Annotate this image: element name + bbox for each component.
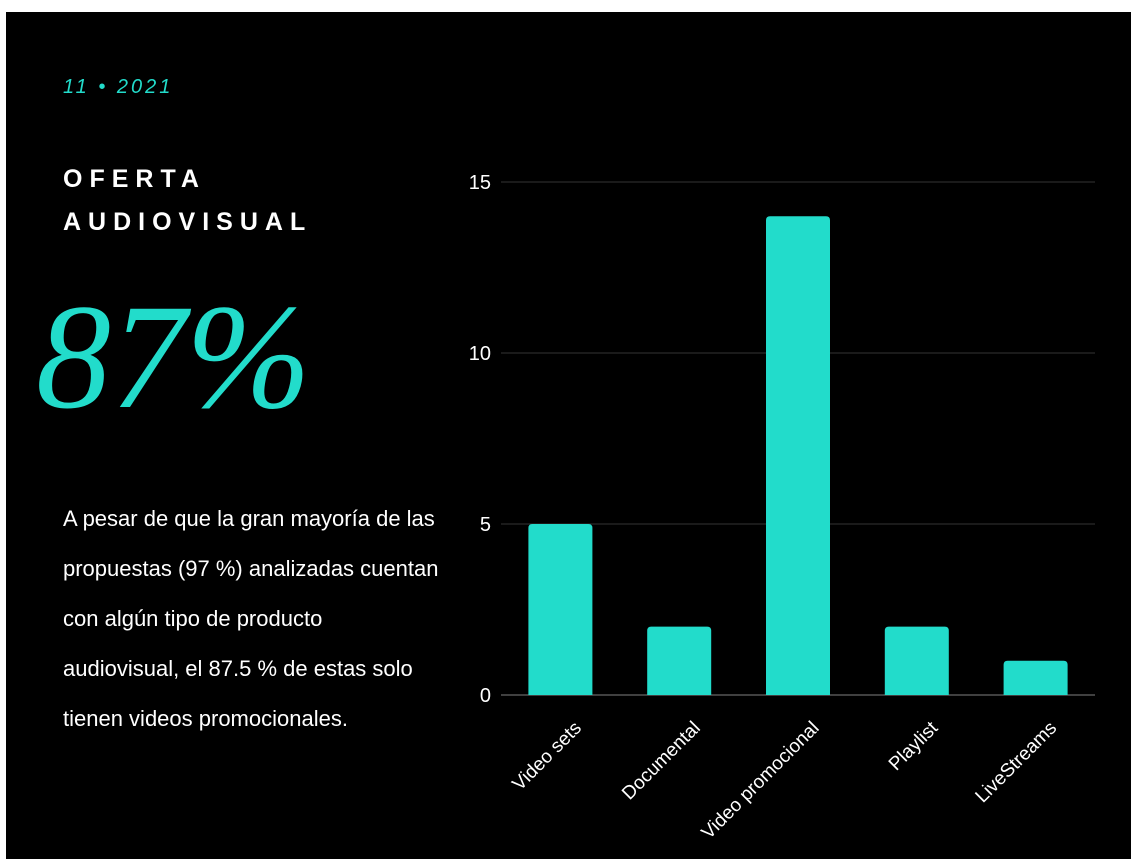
title-line-1: OFERTA bbox=[63, 165, 206, 193]
y-tick-label: 10 bbox=[469, 343, 491, 365]
date-label: 11 • 2021 bbox=[63, 76, 174, 98]
y-tick-label: 15 bbox=[469, 172, 491, 194]
y-tick-label: 5 bbox=[480, 514, 491, 536]
x-tick-label: Documental bbox=[618, 718, 705, 805]
bar bbox=[647, 626, 712, 695]
bar bbox=[528, 524, 593, 695]
bar bbox=[1003, 660, 1068, 695]
infographic-panel: 11 • 2021 OFERTA AUDIOVISUAL 87% A pesar… bbox=[6, 12, 1131, 859]
x-tick-label: LiveStreams bbox=[972, 718, 1062, 808]
page-title: OFERTA AUDIOVISUAL bbox=[63, 158, 423, 244]
x-tick-label: Video sets bbox=[509, 718, 586, 795]
highlight-percent: 87% bbox=[36, 274, 311, 440]
title-line-2: AUDIOVISUAL bbox=[63, 208, 313, 236]
x-tick-label: Video promocional bbox=[698, 718, 824, 844]
description-text: A pesar de que la gran mayoría de las pr… bbox=[63, 506, 439, 731]
x-tick-label: Playlist bbox=[885, 717, 943, 775]
bar bbox=[884, 626, 949, 695]
bar bbox=[766, 216, 830, 695]
y-tick-label: 0 bbox=[480, 685, 491, 707]
